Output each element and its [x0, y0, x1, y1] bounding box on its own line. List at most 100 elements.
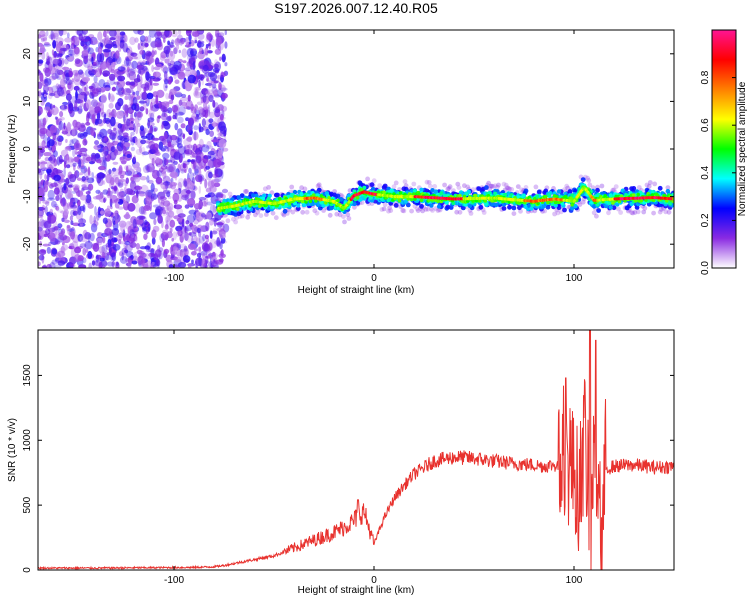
noise-blob: [167, 40, 171, 46]
noise-blob: [219, 87, 228, 91]
noise-blob: [74, 58, 81, 65]
noise-blob: [88, 183, 94, 191]
noise-blob: [220, 72, 226, 78]
noise-blob: [86, 111, 91, 119]
noise-blob: [91, 260, 96, 266]
ridge-cell: [420, 208, 425, 214]
ridge-cell: [570, 193, 575, 198]
noise-blob: [44, 205, 48, 215]
noise-blob: [57, 135, 64, 142]
noise-blob: [145, 108, 149, 115]
noise-blob: [128, 221, 133, 226]
noise-blob: [215, 32, 222, 38]
x-tick-label: 0: [371, 273, 377, 284]
noise-blob: [113, 210, 118, 221]
noise-blob: [189, 172, 195, 182]
ridge-cell: [236, 207, 240, 211]
noise-blob: [201, 213, 206, 218]
ridge-cell: [651, 198, 656, 202]
noise-blob: [97, 31, 103, 41]
noise-blob: [163, 181, 171, 186]
ridge-cell: [650, 190, 655, 195]
ridge-cell: [346, 216, 352, 221]
noise-blob: [123, 235, 126, 242]
noise-blob: [110, 146, 116, 153]
noise-blob: [48, 75, 57, 81]
noise-blob: [219, 234, 223, 240]
noise-blob: [198, 126, 204, 133]
noise-blob: [53, 203, 59, 208]
noise-blob: [182, 60, 187, 64]
noise-blob: [162, 175, 171, 184]
noise-blob: [85, 99, 92, 109]
noise-blob: [103, 135, 108, 142]
noise-blob: [183, 138, 192, 146]
noise-blob: [53, 32, 59, 40]
noise-blob: [145, 249, 152, 253]
noise-blob: [83, 58, 91, 68]
noise-blob: [41, 140, 46, 149]
noise-blob: [183, 255, 191, 263]
ridge-cell: [308, 199, 313, 204]
noise-blob: [159, 233, 165, 243]
noise-blob: [166, 214, 171, 223]
noise-blob: [126, 69, 130, 73]
noise-blob: [143, 127, 149, 134]
noise-blob: [198, 169, 202, 177]
noise-blob: [45, 114, 49, 123]
noise-blob: [109, 37, 116, 41]
noise-blob: [128, 93, 132, 101]
ridge-cell: [300, 199, 305, 204]
ridge-cell: [436, 204, 442, 209]
noise-blob: [73, 156, 80, 163]
noise-blob: [129, 229, 135, 237]
ridge-cell: [631, 186, 637, 191]
noise-blob: [156, 259, 161, 267]
noise-blob: [146, 175, 150, 183]
noise-blob: [97, 46, 103, 55]
ridge-cell: [518, 208, 523, 214]
noise-blob: [124, 95, 129, 101]
noise-blob: [169, 50, 174, 57]
noise-blob: [167, 78, 172, 85]
noise-blob: [116, 234, 123, 242]
noise-blob: [53, 226, 59, 231]
noise-blob: [103, 30, 107, 38]
noise-blob: [150, 101, 153, 111]
noise-blob: [38, 226, 43, 232]
noise-blob: [152, 137, 160, 141]
noise-blob: [134, 116, 140, 126]
noise-blob: [181, 48, 188, 58]
noise-blob: [174, 112, 178, 120]
noise-blob: [57, 250, 66, 258]
noise-blob: [44, 106, 51, 111]
noise-blob: [142, 264, 149, 268]
noise-blob: [148, 58, 155, 63]
noise-blob: [85, 248, 89, 253]
noise-blob: [62, 101, 69, 106]
noise-blob: [166, 231, 173, 239]
ridge-cell: [444, 200, 449, 205]
noise-blob: [102, 48, 111, 53]
noise-blob: [67, 82, 72, 90]
ridge-cell: [642, 205, 648, 211]
noise-blob: [181, 101, 187, 107]
ridge-cell: [439, 191, 444, 196]
ridge-cell: [511, 211, 517, 217]
noise-blob: [126, 118, 131, 127]
x-tick-label: 100: [566, 575, 583, 586]
noise-blob: [51, 72, 58, 80]
ridge-cell: [321, 208, 326, 213]
noise-blob: [196, 42, 205, 48]
ridge-cell: [391, 184, 397, 190]
noise-blob: [132, 156, 137, 165]
noise-blob: [109, 30, 117, 37]
ridge-cell: [287, 207, 292, 213]
noise-blob: [191, 224, 198, 235]
noise-blob: [161, 111, 165, 118]
noise-blob: [177, 243, 186, 249]
ridge-cell: [599, 183, 605, 189]
noise-blob: [71, 78, 75, 83]
noise-blob: [96, 111, 101, 121]
